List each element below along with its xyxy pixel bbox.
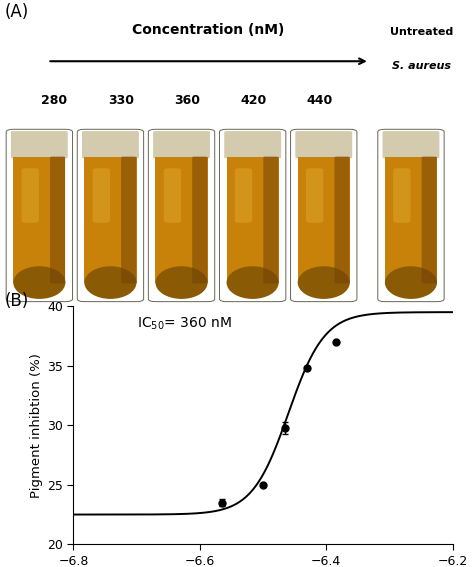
Text: Untreated: Untreated (390, 27, 454, 37)
Text: (A): (A) (5, 3, 29, 21)
FancyBboxPatch shape (192, 156, 207, 284)
FancyBboxPatch shape (334, 156, 350, 284)
FancyBboxPatch shape (11, 131, 68, 158)
FancyBboxPatch shape (393, 168, 410, 223)
Bar (84, 158, 137, 282)
Ellipse shape (385, 266, 437, 299)
Text: 360: 360 (174, 94, 200, 107)
Text: 280: 280 (41, 94, 68, 107)
Text: IC$_{50}$= 360 nM: IC$_{50}$= 360 nM (137, 316, 232, 332)
Ellipse shape (298, 266, 350, 299)
FancyBboxPatch shape (383, 131, 439, 158)
Bar (298, 158, 350, 282)
FancyBboxPatch shape (153, 131, 210, 158)
Y-axis label: Pigment inhibtion (%): Pigment inhibtion (%) (30, 353, 43, 498)
FancyBboxPatch shape (164, 168, 181, 223)
Text: 440: 440 (307, 94, 333, 107)
FancyBboxPatch shape (422, 156, 437, 284)
FancyBboxPatch shape (306, 168, 323, 223)
FancyBboxPatch shape (235, 168, 252, 223)
Ellipse shape (227, 266, 279, 299)
Text: 330: 330 (108, 94, 134, 107)
Bar (385, 158, 437, 282)
FancyBboxPatch shape (264, 156, 279, 284)
Text: 420: 420 (240, 94, 267, 107)
Bar (227, 158, 279, 282)
FancyBboxPatch shape (224, 131, 281, 158)
FancyBboxPatch shape (121, 156, 136, 284)
FancyBboxPatch shape (92, 168, 110, 223)
Text: S. aureus: S. aureus (392, 61, 451, 71)
Bar (13, 158, 65, 282)
Bar (155, 158, 208, 282)
FancyBboxPatch shape (82, 131, 139, 158)
FancyBboxPatch shape (295, 131, 352, 158)
Ellipse shape (13, 266, 65, 299)
Text: Concentration (nM): Concentration (nM) (132, 23, 285, 37)
Ellipse shape (84, 266, 137, 299)
FancyBboxPatch shape (22, 168, 39, 223)
FancyBboxPatch shape (50, 156, 65, 284)
Text: (B): (B) (5, 292, 29, 310)
Ellipse shape (155, 266, 208, 299)
